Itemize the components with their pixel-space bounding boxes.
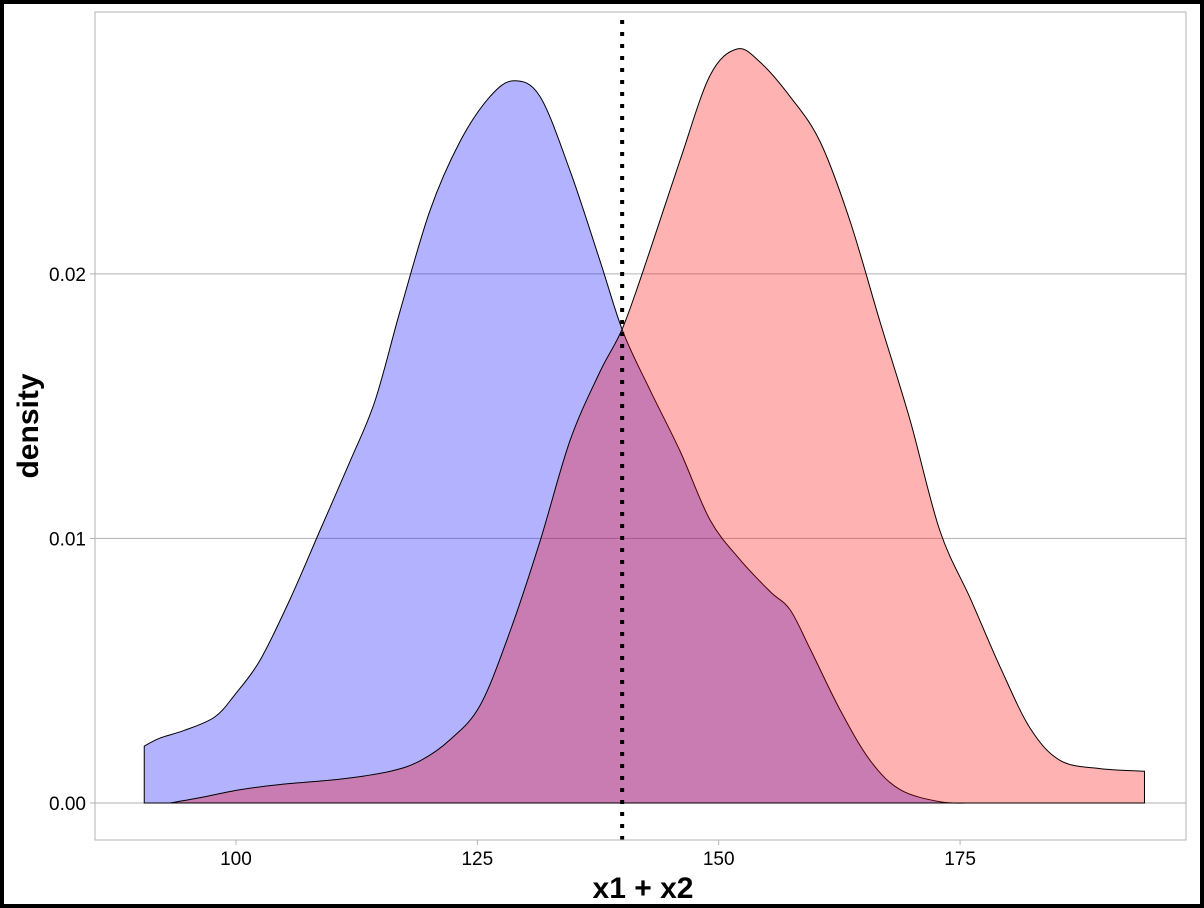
x-tick-label: 175 [944, 849, 976, 870]
axis-ticks: 0.00 0.01 0.02 100 125 150 175 [49, 265, 976, 870]
density-area-1 [143, 80, 971, 804]
y-tick-label: 0.02 [49, 265, 86, 286]
x-tick-label: 125 [461, 849, 493, 870]
y-tick-label: 0.00 [49, 794, 86, 815]
y-tick-label: 0.01 [49, 529, 86, 550]
panel-border [94, 11, 1187, 841]
y-axis-label: density [12, 373, 45, 478]
density-area-2 [170, 48, 1145, 804]
x-tick-label: 150 [703, 849, 735, 870]
x-tick-label: 100 [220, 849, 252, 870]
density-areas [143, 48, 1145, 804]
x-axis-label: x1 + x2 [593, 872, 694, 905]
